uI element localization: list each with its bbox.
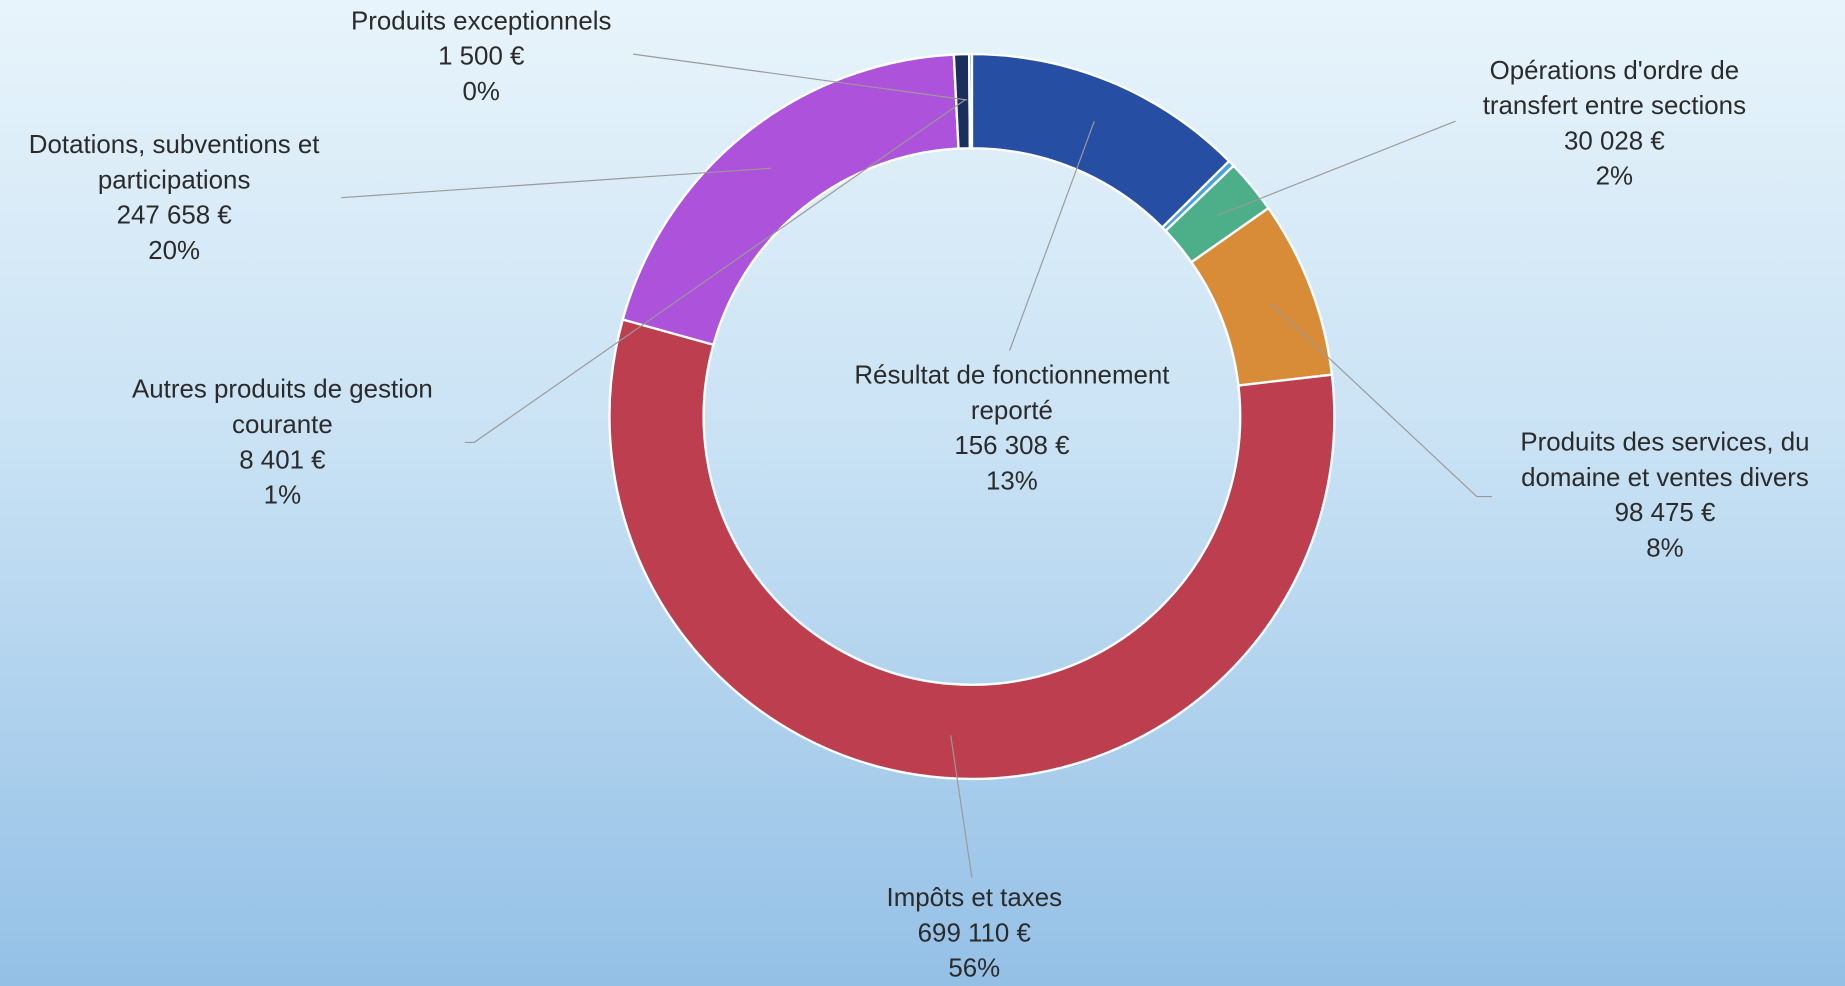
label-name: Impôts et taxes: [886, 882, 1063, 912]
label-name: Autres produits de gestion courante: [132, 374, 433, 439]
label-value: 699 110 €: [917, 917, 1031, 948]
data-label: Résultat de fonctionnement reporté 156 3…: [818, 358, 1206, 499]
donut-slice: [608, 318, 1336, 781]
label-value: 247 658 €: [116, 200, 232, 230]
label-name: Opérations d'ordre de transfert entre se…: [1482, 55, 1747, 121]
label-value: 30 028 €: [1563, 125, 1665, 156]
leader-line: [464, 99, 966, 443]
label-percent: 1%: [263, 480, 302, 510]
label-value: 8 401 €: [239, 444, 326, 475]
label-value: 98 475 €: [1614, 497, 1716, 528]
leader-line: [341, 167, 771, 199]
label-percent: 13%: [986, 465, 1038, 496]
label-name: Dotations, subventions et participations: [28, 129, 320, 195]
slices: [608, 52, 1336, 781]
data-label: Autres produits de gestion courante 8 40…: [100, 372, 465, 513]
label-name: Résultat de fonctionnement reporté: [854, 360, 1170, 425]
label-percent: 8%: [1646, 533, 1684, 563]
label-value: 156 308 €: [954, 430, 1070, 461]
label-percent: 0%: [462, 76, 500, 106]
leader-line: [632, 53, 968, 101]
data-label: Opérations d'ordre de transfert entre se…: [1444, 53, 1785, 194]
label-percent: 2%: [1595, 161, 1634, 191]
data-label: Produits des services, du domaine et ven…: [1488, 425, 1841, 566]
label-name: Produits des services, du domaine et ven…: [1520, 427, 1810, 492]
data-label: Produits exceptionnels 1 500 € 0%: [305, 4, 658, 110]
leader-line: [1009, 120, 1095, 351]
data-label: Impôts et taxes 699 110 € 56%: [798, 880, 1151, 986]
label-percent: 20%: [148, 235, 201, 265]
leader-line: [1270, 303, 1493, 498]
label-name: Produits exceptionnels: [351, 5, 612, 36]
label-value: 1 500 €: [438, 41, 525, 71]
donut-slice: [621, 53, 960, 347]
label-percent: 56%: [948, 953, 1001, 983]
leader-line: [1217, 120, 1456, 216]
leader-line: [950, 735, 973, 878]
donut-slice: [967, 52, 974, 150]
data-label: Dotations, subventions et participations…: [0, 127, 351, 268]
